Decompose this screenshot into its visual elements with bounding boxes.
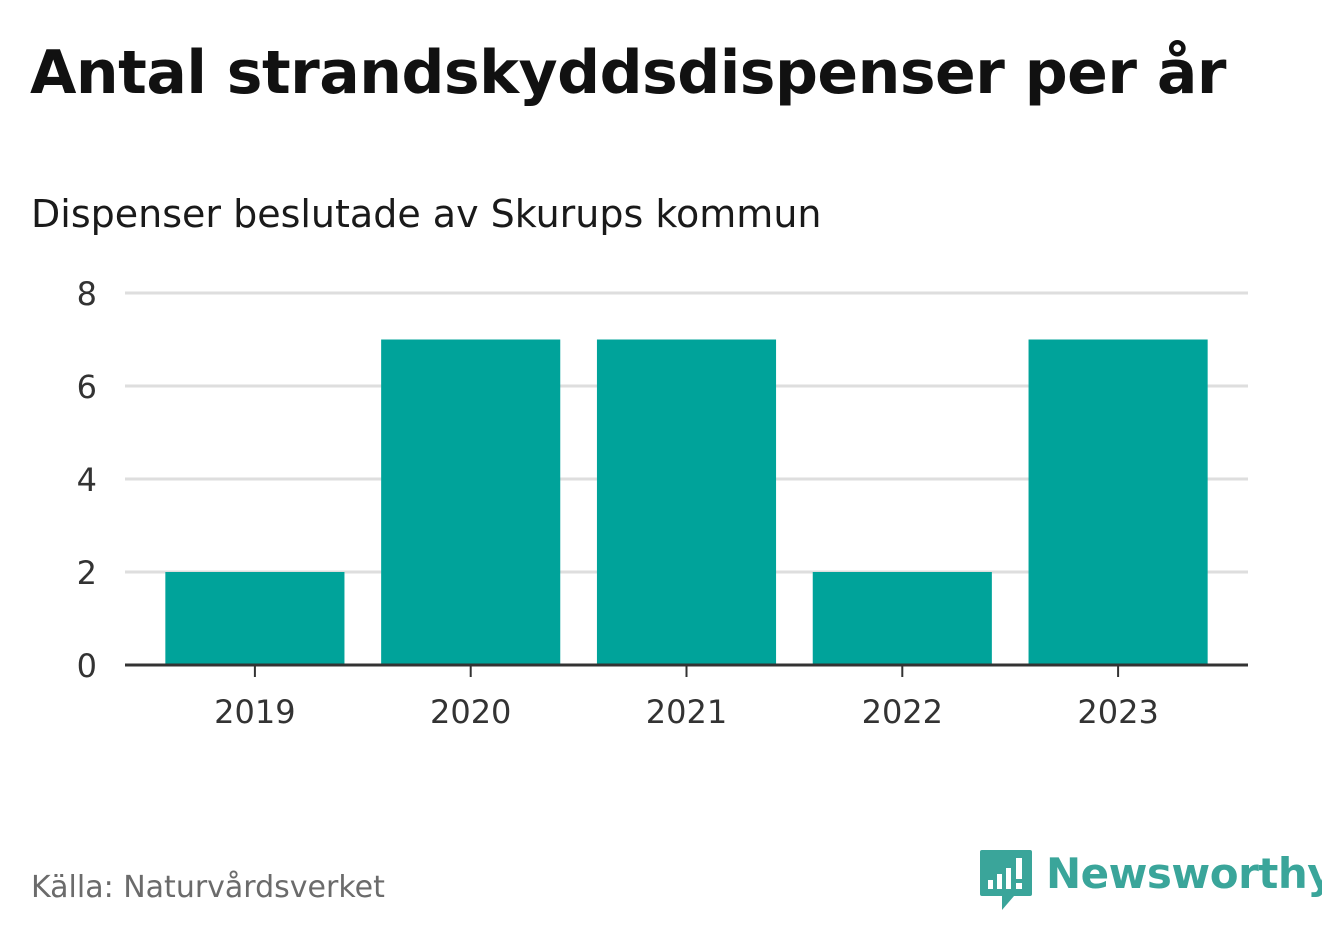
bar-chart: 0 2 4 6 8 2019 2020 2021 2022 2023 <box>77 275 1248 731</box>
x-axis-tick-labels: 2019 2020 2021 2022 2023 <box>214 693 1159 731</box>
x-tick-label-2019: 2019 <box>214 693 295 731</box>
newsworthy-logo-icon <box>980 850 1032 910</box>
bar-2022 <box>812 572 992 665</box>
chart-title: Antal strandskyddsdispenser per år <box>30 38 1226 108</box>
y-tick-label-2: 2 <box>77 554 97 592</box>
bars <box>165 339 1208 665</box>
bar-2020 <box>381 339 561 665</box>
y-tick-label-8: 8 <box>77 275 97 313</box>
x-tick-label-2020: 2020 <box>430 693 511 731</box>
source-note: Källa: Naturvårdsverket <box>31 870 385 905</box>
bar-2019 <box>165 572 345 665</box>
brand-name: Newsworthy <box>1046 849 1322 898</box>
bar-2023 <box>1028 339 1208 665</box>
x-tick-label-2023: 2023 <box>1077 693 1158 731</box>
newsworthy-logo: Newsworthy <box>978 848 1322 912</box>
y-tick-label-0: 0 <box>77 647 97 685</box>
bar-2021 <box>596 339 777 665</box>
y-tick-label-4: 4 <box>77 461 97 499</box>
x-tick-label-2022: 2022 <box>862 693 943 731</box>
chart-subtitle: Dispenser beslutade av Skurups kommun <box>31 192 822 236</box>
x-tick-label-2021: 2021 <box>646 693 727 731</box>
y-tick-label-6: 6 <box>77 368 97 406</box>
x-axis-ticks <box>253 665 1120 677</box>
y-axis-tick-labels: 0 2 4 6 8 <box>77 275 97 685</box>
